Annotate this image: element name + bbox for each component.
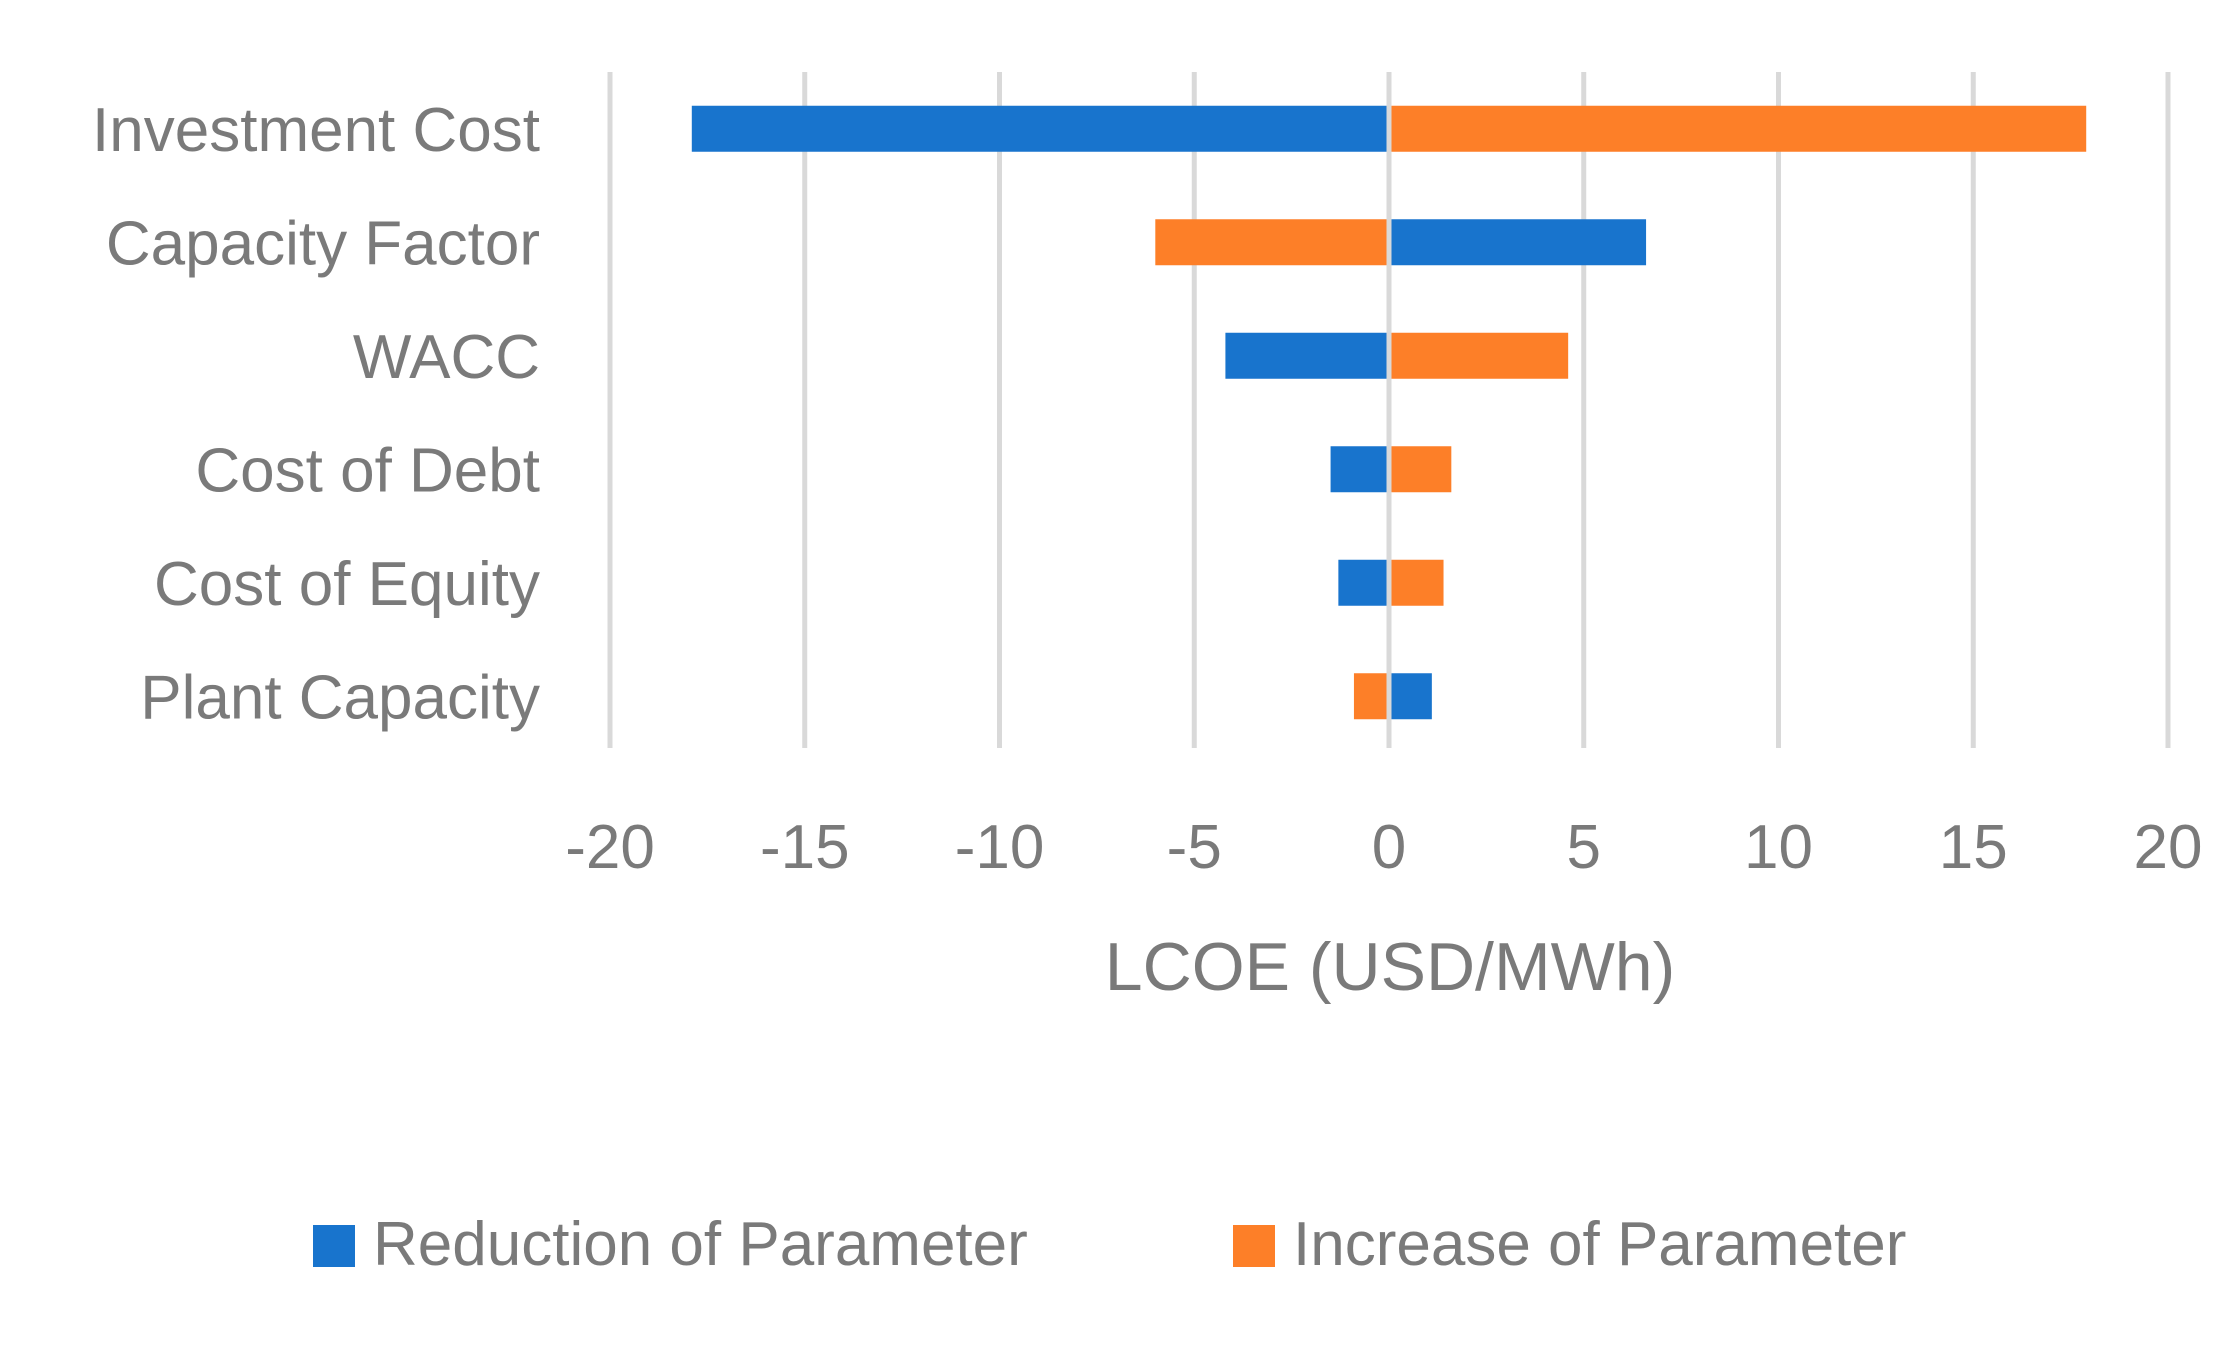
bar-cost-of-equity-reduction: [1338, 559, 1389, 606]
bar-cost-of-equity-increase: [1389, 559, 1444, 606]
x-tick-labels: -20 -15 -10 -5 0 5 10 15 20: [565, 813, 2202, 882]
x-tick-label: 5: [1567, 813, 1601, 882]
x-tick-label: 15: [1939, 813, 2008, 882]
category-label: Investment Cost: [92, 96, 540, 165]
bar-cost-of-debt-increase: [1389, 446, 1452, 493]
category-label: Capacity Factor: [106, 209, 540, 278]
category-labels: Investment Cost Capacity Factor WACC Cost o…: [92, 96, 540, 733]
x-tick-label: 0: [1372, 813, 1406, 882]
category-label: Cost of Debt: [195, 436, 540, 505]
category-label: Plant Capacity: [140, 663, 540, 732]
legend-label-increase: Increase of Parameter: [1293, 1210, 1906, 1279]
bar-plant-capacity-increase: [1353, 673, 1389, 720]
x-tick-label: 10: [1744, 813, 1813, 882]
x-tick-label: -5: [1167, 813, 1222, 882]
x-axis-title: LCOE (USD/MWh): [1105, 929, 1675, 1005]
bar-investment-cost-increase: [1389, 105, 2087, 152]
bar-wacc-increase: [1389, 332, 1569, 379]
bar-plant-capacity-reduction: [1389, 673, 1432, 720]
category-label: WACC: [353, 323, 540, 392]
legend-swatch-reduction: [313, 1225, 355, 1267]
bar-cost-of-debt-reduction: [1330, 446, 1389, 493]
x-tick-label: 20: [2134, 813, 2203, 882]
bars: [691, 105, 2087, 720]
x-tick-label: -15: [760, 813, 850, 882]
bar-wacc-reduction: [1225, 332, 1389, 379]
x-tick-label: -10: [955, 813, 1045, 882]
x-tick-label: -20: [565, 813, 655, 882]
bar-capacity-factor-reduction: [1389, 219, 1647, 266]
legend-swatch-increase: [1233, 1225, 1275, 1267]
bar-capacity-factor-increase: [1155, 219, 1389, 266]
bar-investment-cost-reduction: [691, 105, 1389, 152]
legend: Reduction of Parameter Increase of Parame…: [313, 1210, 1906, 1279]
legend-label-reduction: Reduction of Parameter: [373, 1210, 1028, 1279]
gridlines: [607, 72, 2171, 748]
category-label: Cost of Equity: [154, 550, 540, 619]
